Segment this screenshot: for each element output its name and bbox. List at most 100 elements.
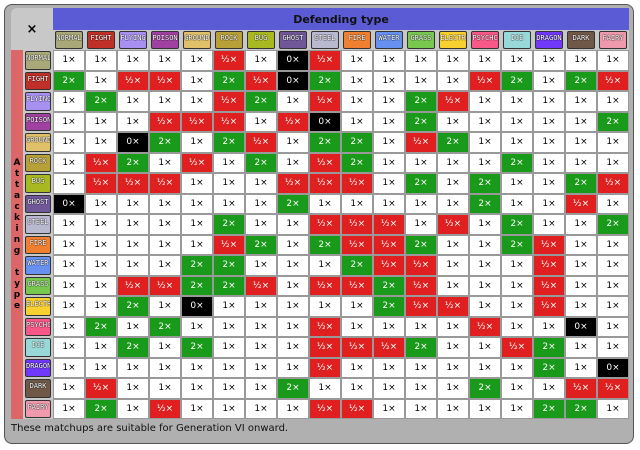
matchup-cell: ½× (373, 214, 405, 235)
matchup-cell: 1× (181, 214, 213, 235)
attacking-type: FLYING (23, 91, 53, 112)
footer: These matchups are suitable for Generati… (11, 423, 289, 434)
matchup-cell: 1× (309, 296, 341, 317)
matchup-cell: 2× (309, 132, 341, 153)
matchup-cell: 1× (405, 357, 437, 378)
matchup-cell: 1× (533, 316, 565, 337)
matchup-cell: 2× (373, 275, 405, 296)
matchup-cell: 1× (85, 357, 117, 378)
matchup-cell: 1× (501, 91, 533, 112)
matchup-cell: 2× (117, 337, 149, 358)
attacking-type: DARK (23, 378, 53, 399)
matchup-cell: 2× (405, 91, 437, 112)
matchup-cell: 2× (469, 378, 501, 399)
matchup-cell: 1× (501, 111, 533, 132)
matchup-cell: 1× (181, 193, 213, 214)
matchup-cell: 1× (85, 193, 117, 214)
matchup-cell: 1× (309, 378, 341, 399)
matchup-cell: ½× (309, 173, 341, 194)
matchup-cell: 1× (181, 357, 213, 378)
matchup-cell: ½× (501, 337, 533, 358)
matchup-cell: 1× (373, 173, 405, 194)
matchup-cell: ½× (117, 173, 149, 194)
matchup-cell: 2× (181, 275, 213, 296)
type-label: NORMAL (55, 31, 83, 49)
matchup-cell: 1× (437, 234, 469, 255)
matchup-cell: 2× (309, 70, 341, 91)
matchup-cell: 1× (341, 316, 373, 337)
matchup-cell: 1× (85, 214, 117, 235)
matchup-cell: 1× (533, 50, 565, 71)
defending-type: ROCK (213, 30, 245, 50)
matchup-cell: 1× (213, 173, 245, 194)
matchup-cell: ½× (309, 214, 341, 235)
frame: × Defending type Attacking type NORMAL NO… (4, 4, 634, 444)
matchup-cell: 1× (469, 337, 501, 358)
matchup-cell: 1× (469, 50, 501, 71)
type-label: GROUND (183, 31, 211, 49)
matchup-cell: ½× (405, 296, 437, 317)
matchup-cell: ½× (341, 173, 373, 194)
matchup-cell: 2× (405, 111, 437, 132)
type-label: ICE (25, 338, 51, 357)
attacking-type: DRAGON (23, 357, 53, 378)
matchup-cell: 2× (565, 173, 597, 194)
matchup-cell: 1× (53, 316, 85, 337)
matchup-cell: 2× (533, 398, 565, 419)
defending-type: ICE (501, 30, 533, 50)
type-label: NORMAL (25, 51, 51, 70)
matchup-cell: 1× (85, 50, 117, 71)
matchup-cell: 1× (565, 152, 597, 173)
matchup-cell: ½× (245, 70, 277, 91)
defending-type: GROUND (181, 30, 213, 50)
defending-type: POISON (149, 30, 181, 50)
matchup-cell: 1× (181, 91, 213, 112)
type-label: FIGHT (25, 71, 51, 90)
matchup-cell: 1× (149, 193, 181, 214)
matchup-cell: 1× (437, 316, 469, 337)
matchup-cell: ½× (533, 275, 565, 296)
side-title: Attacking type (11, 50, 23, 419)
matchup-cell: ½× (373, 234, 405, 255)
type-label: POISON (25, 112, 51, 131)
matchup-cell: 1× (469, 132, 501, 153)
matchup-cell: 1× (437, 70, 469, 91)
matchup-cell: 2× (181, 255, 213, 276)
matchup-cell: 1× (277, 316, 309, 337)
matchup-cell: 1× (533, 70, 565, 91)
matchup-cell: ½× (341, 275, 373, 296)
matchup-cell: 1× (373, 50, 405, 71)
matchup-cell: 1× (245, 398, 277, 419)
type-label: GHOST (25, 194, 51, 213)
matchup-cell: 1× (277, 255, 309, 276)
matchup-cell: 1× (277, 398, 309, 419)
matchup-cell: 1× (341, 357, 373, 378)
matchup-cell: 1× (213, 193, 245, 214)
matchup-cell: 1× (341, 193, 373, 214)
matchup-cell: 1× (597, 337, 629, 358)
matchup-cell: 2× (213, 70, 245, 91)
matchup-cell: ½× (405, 275, 437, 296)
matchup-cell: 1× (53, 255, 85, 276)
matchup-cell: 1× (565, 111, 597, 132)
matchup-cell: ½× (309, 337, 341, 358)
matchup-cell: ½× (309, 152, 341, 173)
matchup-cell: 2× (341, 152, 373, 173)
matchup-cell: 1× (181, 70, 213, 91)
matchup-cell: 1× (53, 91, 85, 112)
matchup-cell: 1× (373, 193, 405, 214)
matchup-cell: 2× (245, 234, 277, 255)
matchup-cell: 2× (405, 234, 437, 255)
matchup-cell: 2× (85, 316, 117, 337)
matchup-cell: ½× (373, 255, 405, 276)
matchup-cell: 1× (245, 378, 277, 399)
matchup-cell: 1× (597, 255, 629, 276)
matchup-cell: ½× (341, 214, 373, 235)
matchup-cell: 1× (533, 173, 565, 194)
matchup-cell: 1× (53, 234, 85, 255)
type-label: ELECTR (439, 31, 467, 49)
matchup-cell: ½× (565, 193, 597, 214)
matchup-cell: ½× (309, 398, 341, 419)
matchup-cell: 2× (245, 91, 277, 112)
